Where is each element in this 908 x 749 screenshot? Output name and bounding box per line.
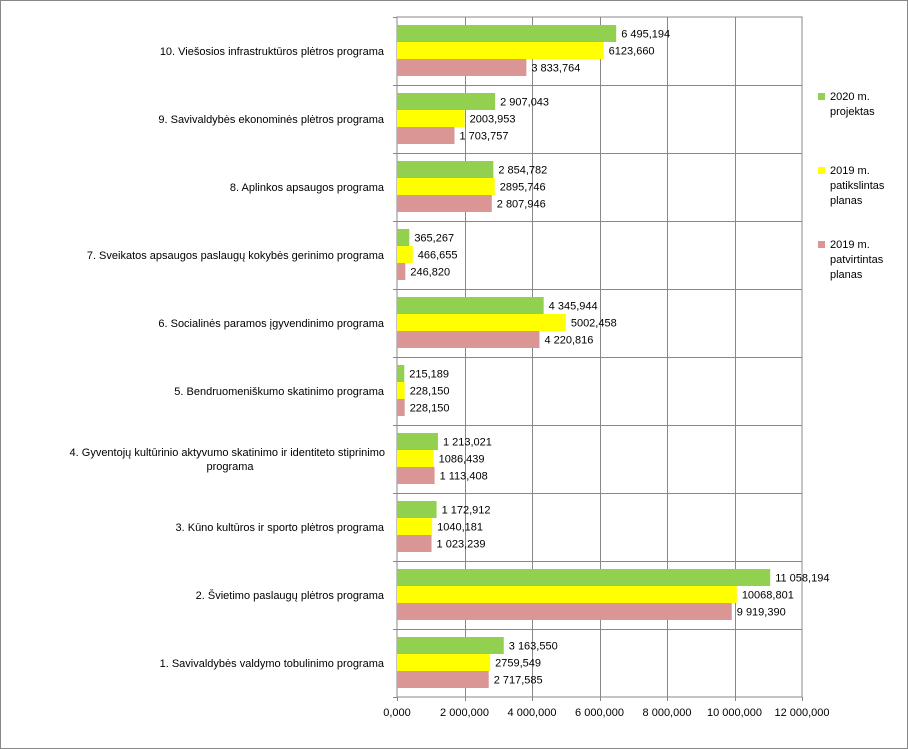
legend-swatch	[818, 241, 825, 248]
bar	[397, 246, 413, 263]
bar	[397, 263, 406, 280]
category-labels: 10. Viešosios infrastruktūros plėtros pr…	[70, 46, 385, 670]
bar	[397, 127, 455, 144]
data-label: 1 023,239	[437, 539, 486, 551]
category-label: 5. Bendruomeniškumo skatinimo programa	[174, 386, 385, 398]
x-tick-label: 0,000	[383, 707, 411, 719]
data-label: 2 907,043	[500, 97, 549, 109]
legend-label: 2019 m.	[830, 239, 870, 251]
bar	[397, 382, 405, 399]
x-tick-label: 4 000,000	[508, 707, 557, 719]
data-label: 2 807,946	[497, 199, 546, 211]
data-label: 1 113,408	[440, 471, 488, 483]
bar	[397, 297, 544, 314]
legend-label: planas	[830, 269, 863, 281]
bar	[397, 110, 465, 127]
legend-label: patikslintas	[830, 180, 885, 192]
category-label: 4. Gyventojų kultūrinio aktyvumo skatini…	[70, 447, 385, 473]
bar	[397, 59, 527, 76]
bar	[397, 399, 405, 416]
category-label: 3. Kūno kultūros ir sporto plėtros progr…	[176, 522, 385, 534]
bar	[397, 501, 437, 518]
data-label: 215,189	[409, 369, 449, 381]
bars: 6 495,194 6123,660 3 833,764 2 907,043 2003,…	[397, 25, 829, 688]
data-label: 246,820	[410, 267, 450, 279]
x-tick-label: 8 000,000	[643, 707, 692, 719]
bar	[397, 637, 504, 654]
bar	[397, 671, 489, 688]
bar	[397, 178, 495, 195]
data-label: 2 717,585	[494, 675, 543, 687]
data-label: 6123,660	[609, 46, 655, 58]
data-label: 1086,439	[439, 454, 485, 466]
bar	[397, 25, 617, 42]
data-label: 2 854,782	[498, 165, 547, 177]
data-label: 4 345,944	[549, 301, 598, 313]
legend-swatch	[818, 93, 825, 100]
legend-label: planas	[830, 195, 863, 207]
category-label: 10. Viešosios infrastruktūros plėtros pr…	[160, 46, 385, 58]
x-tick-labels: 0,000 2 000,000 4 000,000 6 000,000 8 000,00…	[383, 707, 829, 719]
x-tick-label: 12 000,000	[774, 707, 829, 719]
bar	[397, 314, 566, 331]
x-tick-label: 6 000,000	[575, 707, 624, 719]
x-tick-label: 2 000,000	[440, 707, 489, 719]
category-label: 8. Aplinkos apsaugos programa	[230, 182, 385, 194]
data-label: 466,655	[418, 250, 458, 262]
data-label: 2895,746	[500, 182, 546, 194]
data-label: 2759,549	[495, 658, 541, 670]
data-label: 1040,181	[437, 522, 483, 534]
bar	[397, 535, 432, 552]
category-label: 7. Sveikatos apsaugos paslaugų kokybės g…	[87, 250, 385, 262]
legend-label: projektas	[830, 106, 875, 118]
bar	[397, 229, 410, 246]
bar	[397, 433, 438, 450]
bar	[397, 331, 540, 348]
bar	[397, 195, 492, 212]
data-label: 1 213,021	[443, 437, 492, 449]
data-label: 9 919,390	[737, 607, 786, 619]
data-label: 5002,458	[571, 318, 617, 330]
data-label: 3 833,764	[531, 63, 580, 75]
bar	[397, 93, 496, 110]
bar	[397, 569, 771, 586]
data-label: 11 058,194	[775, 573, 829, 585]
data-label: 3 163,550	[509, 641, 558, 653]
data-label: 1 703,757	[460, 131, 509, 143]
data-label: 10068,801	[742, 590, 794, 602]
bar	[397, 42, 604, 59]
bar	[397, 467, 435, 484]
bar	[397, 586, 737, 603]
legend[interactable]: 2020 m. projektas 2019 m. patikslintas plana…	[818, 91, 885, 281]
data-label: 6 495,194	[621, 29, 670, 41]
legend-label: 2020 m.	[830, 91, 870, 103]
legend-label: patvirtintas	[830, 254, 884, 266]
data-label: 228,150	[410, 403, 450, 415]
legend-label: 2019 m.	[830, 165, 870, 177]
bar	[397, 161, 494, 178]
data-label: 2003,953	[470, 114, 516, 126]
bar	[397, 365, 405, 382]
data-label: 228,150	[410, 386, 450, 398]
category-label: 1. Savivaldybės valdymo tobulinimo progr…	[160, 658, 385, 670]
legend-swatch	[818, 167, 825, 174]
data-label: 365,267	[414, 233, 454, 245]
bar	[397, 603, 732, 620]
category-label: 6. Socialinės paramos įgyvendinimo progr…	[158, 318, 384, 330]
data-label: 4 220,816	[544, 335, 593, 347]
data-label: 1 172,912	[442, 505, 491, 517]
bar	[397, 518, 433, 535]
bar	[397, 450, 434, 467]
x-tick-label: 10 000,000	[707, 707, 762, 719]
category-label: 9. Savivaldybės ekonominės plėtros progr…	[158, 114, 385, 126]
category-label: 2. Švietimo paslaugų plėtros programa	[196, 589, 385, 602]
bar	[397, 654, 491, 671]
